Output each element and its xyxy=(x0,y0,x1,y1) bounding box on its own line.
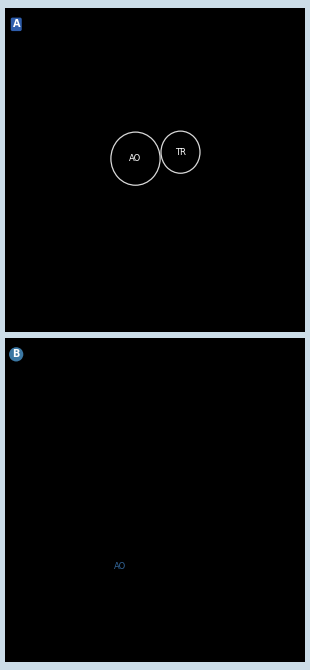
Text: A: A xyxy=(12,19,20,29)
Text: AO: AO xyxy=(129,154,142,163)
Text: TR: TR xyxy=(175,147,186,157)
Text: B: B xyxy=(12,349,20,359)
Text: AO: AO xyxy=(114,562,126,571)
